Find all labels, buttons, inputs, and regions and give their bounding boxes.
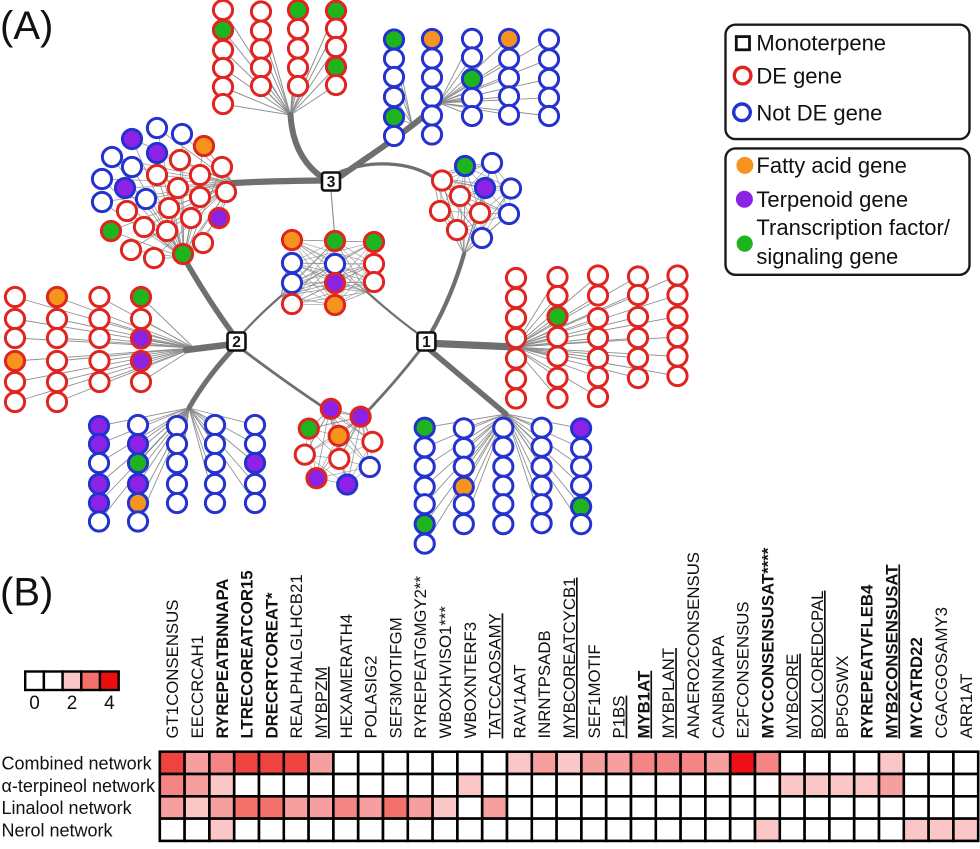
svg-text:REALPHALGLHCB21: REALPHALGLHCB21 xyxy=(287,574,306,738)
svg-text:Monoterpene: Monoterpene xyxy=(756,31,886,56)
svg-text:POLASIG2: POLASIG2 xyxy=(362,655,381,738)
svg-text:Combined network: Combined network xyxy=(2,754,153,774)
svg-text:MYCATRD22: MYCATRD22 xyxy=(907,637,926,738)
svg-text:RAV1AAT: RAV1AAT xyxy=(510,665,529,739)
svg-text:Not DE gene: Not DE gene xyxy=(756,100,882,125)
svg-text:MYBCORE: MYBCORE xyxy=(783,654,802,739)
svg-text:Transcription factor/: Transcription factor/ xyxy=(756,215,950,240)
svg-text:MYBPLANT: MYBPLANT xyxy=(659,648,678,738)
svg-text:MYB1AT: MYB1AT xyxy=(634,670,653,738)
svg-text:GT1CONSENSUS: GT1CONSENSUS xyxy=(163,600,182,739)
svg-text:RYREPEATBNNAPA: RYREPEATBNNAPA xyxy=(213,578,232,738)
svg-text:3: 3 xyxy=(327,174,336,191)
svg-text:RYREPEATVFLEB4: RYREPEATVFLEB4 xyxy=(858,584,877,739)
svg-text:RYREPEATGMGY2**: RYREPEATGMGY2** xyxy=(411,575,430,738)
svg-text:TATCCAOSAMY: TATCCAOSAMY xyxy=(486,613,505,738)
svg-text:Terpenoid gene: Terpenoid gene xyxy=(756,187,908,212)
svg-text:INRNTPSADB: INRNTPSADB xyxy=(535,630,554,738)
svg-text:MYBCOREATCYCB1: MYBCOREATCYCB1 xyxy=(560,577,579,738)
svg-text:(B): (B) xyxy=(0,571,53,615)
svg-text:HEXAMERATH4: HEXAMERATH4 xyxy=(337,614,356,739)
svg-text:Linalool network: Linalool network xyxy=(2,798,133,818)
svg-text:DRECRTCOREAT*: DRECRTCOREAT* xyxy=(262,592,281,739)
svg-text:ANAERO2CONSENSUS: ANAERO2CONSENSUS xyxy=(684,552,703,739)
svg-text:1: 1 xyxy=(422,334,431,351)
svg-text:BP5OSWX: BP5OSWX xyxy=(833,656,852,739)
svg-text:ARR1AT: ARR1AT xyxy=(957,674,976,739)
svg-text:signaling gene: signaling gene xyxy=(756,244,898,269)
svg-text:SEF3MOTIFGM: SEF3MOTIFGM xyxy=(386,617,405,738)
svg-text:2: 2 xyxy=(232,334,241,351)
svg-text:WBOXNTERF3: WBOXNTERF3 xyxy=(461,622,480,739)
svg-text:4: 4 xyxy=(104,693,115,714)
svg-text:MYCCONSENSUSAT****: MYCCONSENSUSAT**** xyxy=(758,547,777,738)
svg-text:2: 2 xyxy=(67,693,78,714)
svg-text:MYB2CONSENSUSAT: MYB2CONSENSUSAT xyxy=(882,564,901,739)
svg-text:EECCRCAH1: EECCRCAH1 xyxy=(188,635,207,739)
svg-text:WBOXHVISO1***: WBOXHVISO1*** xyxy=(436,606,455,739)
svg-text:SEF1MOTIF: SEF1MOTIF xyxy=(585,644,604,738)
svg-text:CGACGOSAMY3: CGACGOSAMY3 xyxy=(932,607,951,738)
svg-text:E2FCONSENSUS: E2FCONSENSUS xyxy=(734,601,753,738)
svg-text:MYBPZM: MYBPZM xyxy=(312,667,331,739)
svg-text:BOXLCOREDCPAL: BOXLCOREDCPAL xyxy=(808,591,827,739)
svg-text:DE gene: DE gene xyxy=(756,64,842,89)
svg-text:0: 0 xyxy=(29,693,40,714)
svg-text:LTRECOREATCOR15: LTRECOREATCOR15 xyxy=(238,570,257,738)
svg-text:(A): (A) xyxy=(0,4,53,48)
svg-text:Nerol network: Nerol network xyxy=(2,820,114,840)
svg-text:Fatty acid gene: Fatty acid gene xyxy=(756,153,906,178)
svg-text:α-terpineol network: α-terpineol network xyxy=(2,776,156,796)
svg-text:P1BS: P1BS xyxy=(610,696,629,739)
svg-text:CANBNNAPA: CANBNNAPA xyxy=(709,634,728,738)
